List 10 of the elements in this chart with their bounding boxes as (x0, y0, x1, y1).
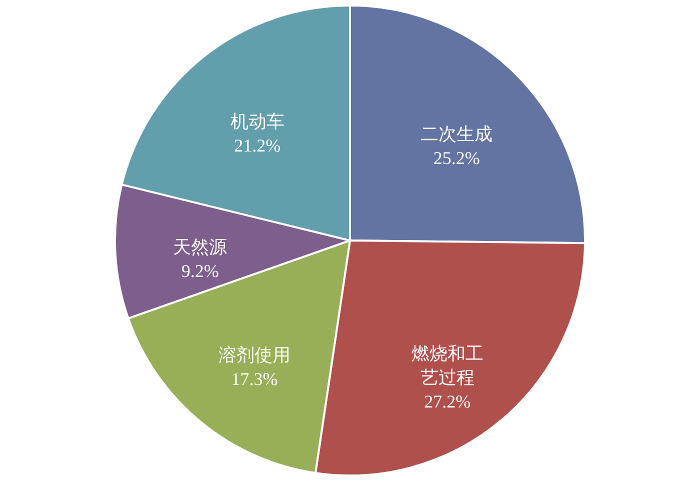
data-label: 27.2% (424, 392, 471, 412)
data-label: 21.2% (234, 135, 281, 156)
data-label: 17.3% (231, 369, 278, 390)
slice-label: 机动车 (230, 111, 284, 132)
slice-label: 天然源 (173, 236, 228, 257)
data-label: 9.2% (181, 260, 219, 281)
slice-label: 溶剂使用 (218, 345, 290, 366)
slice-label: 二次生成 (420, 124, 493, 144)
slice-label: 燃烧和工艺过程 (411, 344, 484, 388)
data-label: 25.2% (433, 148, 480, 168)
